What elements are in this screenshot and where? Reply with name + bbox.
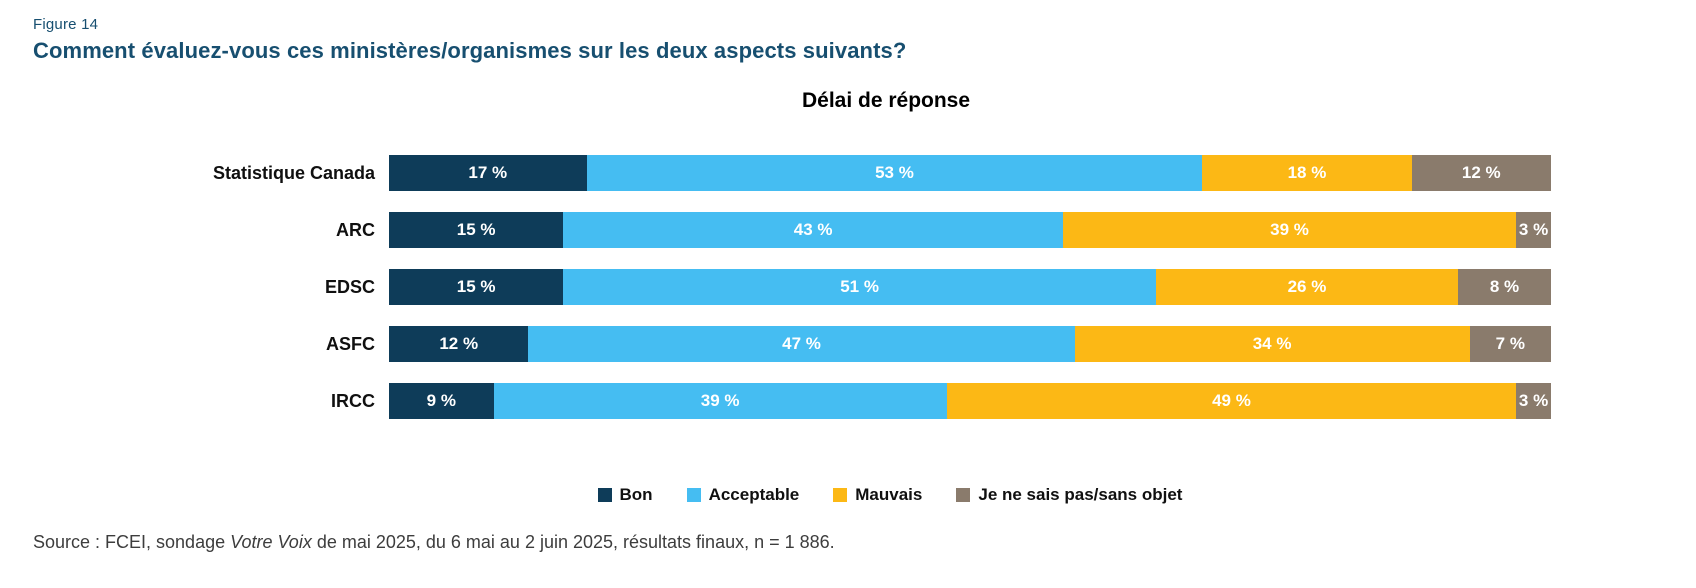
legend-item: Acceptable: [686, 485, 800, 505]
bar-value-label: 39 %: [700, 391, 740, 410]
category-label: EDSC: [324, 276, 375, 297]
stacked-bar-chart: Délai de réponse Statistique Canada 17 % 5…: [0, 89, 1696, 505]
bar-segment-bon: 17 %: [389, 155, 587, 191]
legend-item: Je ne sais pas/sans objet: [956, 485, 1182, 505]
bar-value-label: 15 %: [456, 277, 496, 296]
source-text-prefix: Source : FCEI, sondage: [33, 532, 231, 552]
chart-title: Délai de réponse: [801, 89, 971, 112]
chart-row: Statistique Canada 17 % 53 % 18 % 12 %: [0, 155, 1696, 191]
figure-label: Figure 14: [33, 16, 99, 33]
bar-segment-mauvais: 39 %: [1062, 212, 1517, 248]
bar-value-label: 18 %: [1287, 163, 1327, 182]
bar-segment-acceptable: 51 %: [563, 269, 1156, 305]
bar-value-label: 34 %: [1252, 334, 1292, 353]
legend-swatch-icon: [956, 488, 971, 502]
bar-value-label: 26 %: [1287, 277, 1327, 296]
bar-track: 12 % 47 % 34 % 7 %: [389, 326, 1551, 362]
legend-label: Acceptable: [708, 485, 800, 504]
bar-value-label: 3 %: [1518, 391, 1549, 410]
bar-segment-bon: 12 %: [389, 326, 529, 362]
bar-segment-acceptable: 53 %: [586, 155, 1203, 191]
bar-value-label: 12 %: [439, 334, 479, 353]
figure-question: Comment évaluez-vous ces ministères/orga…: [33, 38, 907, 63]
legend-label: Je ne sais pas/sans objet: [978, 485, 1183, 504]
bar-value-label: 47 %: [782, 334, 821, 353]
bar-value-label: 9 %: [426, 391, 456, 410]
bar-value-label: 49 %: [1212, 391, 1251, 410]
bar-segment-acceptable: 43 %: [563, 212, 1063, 248]
chart-row: EDSC 15 % 51 % 26 % 8 %: [0, 269, 1696, 305]
source-survey-name: Votre Voix: [230, 532, 312, 552]
bar-segment-mauvais: 49 %: [946, 383, 1517, 419]
bar-segment-je-ne-sais-pas-sans-objet: 3 %: [1516, 212, 1551, 248]
legend-label: Mauvais: [855, 485, 923, 504]
bar-segment-acceptable: 47 %: [528, 326, 1075, 362]
figure-header: Figure 14 Comment évaluez-vous ces minis…: [0, 0, 1696, 64]
legend-item: Bon: [597, 485, 653, 505]
bar-segment-je-ne-sais-pas-sans-objet: 8 %: [1458, 269, 1551, 305]
category-label: IRCC: [331, 390, 375, 411]
bar-track: 15 % 51 % 26 % 8 %: [389, 269, 1551, 305]
bar-value-label: 43 %: [793, 220, 833, 239]
category-label: ARC: [336, 219, 375, 240]
source-note: Source : FCEI, sondage Votre Voix de mai…: [33, 532, 1696, 553]
bar-segment-je-ne-sais-pas-sans-objet: 3 %: [1516, 383, 1551, 419]
legend-swatch-icon: [833, 488, 848, 502]
bar-segment-je-ne-sais-pas-sans-objet: 12 %: [1411, 155, 1551, 191]
category-label: Statistique Canada: [212, 162, 375, 183]
bar-segment-acceptable: 39 %: [493, 383, 947, 419]
figure-container: Figure 14 Comment évaluez-vous ces minis…: [0, 0, 1696, 553]
chart-rows: Statistique Canada 17 % 53 % 18 % 12 % ARC 15 …: [0, 155, 1696, 419]
bar-track: 17 % 53 % 18 % 12 %: [389, 155, 1551, 191]
bar-value-label: 15 %: [456, 220, 496, 239]
chart-row: ASFC 12 % 47 % 34 % 7 %: [0, 326, 1696, 362]
category-label: ASFC: [326, 333, 375, 354]
bar-value-label: 8 %: [1489, 277, 1520, 296]
bar-track: 15 % 43 % 39 % 3 %: [389, 212, 1551, 248]
bar-track: 9 % 39 % 49 % 3 %: [389, 383, 1551, 419]
legend-label: Bon: [619, 485, 653, 504]
chart-row: ARC 15 % 43 % 39 % 3 %: [0, 212, 1696, 248]
bar-value-label: 3 %: [1518, 220, 1549, 239]
legend-swatch-icon: [686, 488, 701, 502]
legend-item: Mauvais: [833, 485, 922, 505]
bar-segment-je-ne-sais-pas-sans-objet: 7 %: [1469, 326, 1551, 362]
bar-value-label: 53 %: [875, 163, 914, 182]
bar-value-label: 51 %: [840, 277, 879, 296]
bar-segment-bon: 9 %: [389, 383, 494, 419]
bar-value-label: 17 %: [468, 163, 508, 182]
bar-value-label: 39 %: [1270, 220, 1309, 239]
bar-value-label: 7 %: [1495, 334, 1525, 353]
bar-segment-mauvais: 18 %: [1202, 155, 1412, 191]
bar-segment-mauvais: 34 %: [1074, 326, 1470, 362]
bar-segment-mauvais: 26 %: [1155, 269, 1459, 305]
bar-segment-bon: 15 %: [389, 269, 564, 305]
legend-swatch-icon: [597, 488, 612, 502]
chart-legend: Bon Acceptable Mauvais Je ne sais pas/sans …: [42, 485, 1696, 505]
chart-row: IRCC 9 % 39 % 49 % 3 %: [0, 383, 1696, 419]
bar-segment-bon: 15 %: [389, 212, 564, 248]
source-text-suffix: de mai 2025, du 6 mai au 2 juin 2025, ré…: [311, 532, 835, 552]
bar-value-label: 12 %: [1461, 163, 1501, 182]
